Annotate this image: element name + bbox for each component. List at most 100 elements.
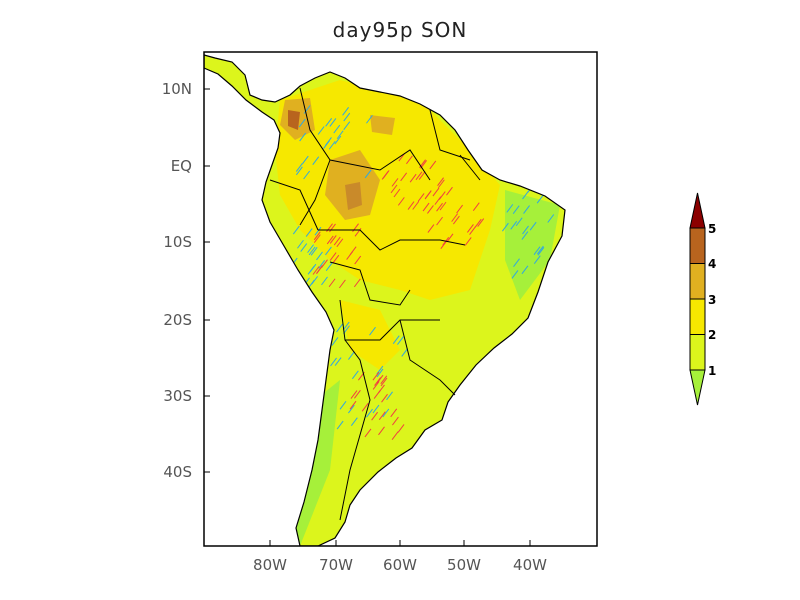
hatch-mark [409,173,417,183]
hatch-mark [313,234,321,243]
lat-tick-label: 20S [163,311,192,329]
hatch-mark [390,408,398,418]
hatch-mark [303,170,311,180]
hatch-mark [350,417,358,426]
hatch-mark [510,221,518,230]
hatch-mark [329,118,337,127]
colorbar-label: 2 [708,328,717,342]
hatch-mark [308,246,316,256]
hatch-mark [295,163,303,172]
axis-ticks [204,88,531,546]
hatch-mark [342,107,349,116]
hatch-mark [366,408,373,418]
hatch-mark [376,365,384,375]
lon-tick-label: 50W [447,556,481,574]
colorbar-label: 5 [708,222,717,236]
hatch-mark [533,246,541,255]
hatch-mark [343,112,351,122]
country-borders [269,87,481,521]
hatch-mark [354,390,361,399]
hatch-mark [456,204,464,214]
hatch-mark [343,121,351,130]
hatch-mark [437,177,444,187]
hatch-mark [446,233,454,243]
hatch-mark [424,190,432,199]
hatch-mark [407,201,415,210]
hatch-mark [437,179,445,189]
hatch-mark [392,335,400,344]
hatch-mark [523,205,530,214]
hatch-mark [393,188,401,198]
hatch-mark [376,374,384,384]
hatch-mark [336,238,344,248]
hatch-mark [349,400,357,410]
hatch-mark [307,279,315,289]
hatch-mark [429,160,437,170]
hatch-mark [521,265,529,275]
hatch-mark [439,201,447,211]
hatch-mark [391,431,399,440]
hatch-mark [372,381,380,390]
colorbar-box [689,298,706,335]
hatch-mark [477,218,485,227]
hatch-mark [330,357,337,367]
hatch-mark [364,169,372,179]
hatch-mark [326,235,334,245]
hatch-mark [361,403,369,412]
hatch-mark [336,323,343,333]
hatch-mark [300,243,308,252]
hatch-mark [536,194,544,204]
hatch-mark [381,393,388,403]
hatch-mark [369,326,376,336]
hatch-mark [351,370,359,380]
hatch-mark [533,255,541,265]
hatch-mark [380,375,388,385]
lat-tick-label: EQ [170,157,192,175]
hatch-mark [515,217,523,227]
hatch-mark [542,278,550,288]
hatch-mark [392,416,399,426]
hatch-mark [374,377,381,386]
hatch-mark [325,262,333,271]
colorbar [689,192,706,406]
hatch-mark [513,258,520,267]
hatch-mark [318,260,326,269]
lon-tick-label: 70W [319,556,353,574]
hatch-mark [418,171,426,180]
hatch-mark [316,265,324,274]
level-4-5 [288,110,300,130]
hatch-mark [331,337,339,346]
lon-tick-label: 40W [513,556,547,574]
level-lt1-ne [505,190,560,300]
hatch-mark [321,276,328,286]
hatch-mark [382,408,390,418]
colorbar-box [689,227,706,264]
hatch-mark [372,404,380,414]
hatch-mark [349,246,357,256]
hatch-mark [427,205,434,214]
lat-tick-label: 10S [163,233,192,251]
hatch-mark [299,132,307,142]
hatch-mark [295,166,303,176]
hatch-mark [292,225,300,235]
hatch-mark [328,140,336,150]
hatch-mark [323,140,330,149]
hatch-mark [432,187,440,197]
hatch-mark [464,237,472,246]
hatch-mark [529,221,537,231]
hatch-mark [339,279,346,289]
hatch-mark [317,126,325,135]
colorbar-extend-max [689,192,706,229]
hatch-mark [292,274,300,284]
hatch-mark [440,240,448,249]
hatch-mark [336,130,344,140]
hatch-mark [307,244,314,253]
hatch-mark [333,236,341,246]
hatch-mark [329,235,337,244]
hatch-mark [366,114,373,124]
hatch-mark [353,278,361,288]
level-3-4-core [345,182,362,210]
hatch-mark [310,246,318,256]
